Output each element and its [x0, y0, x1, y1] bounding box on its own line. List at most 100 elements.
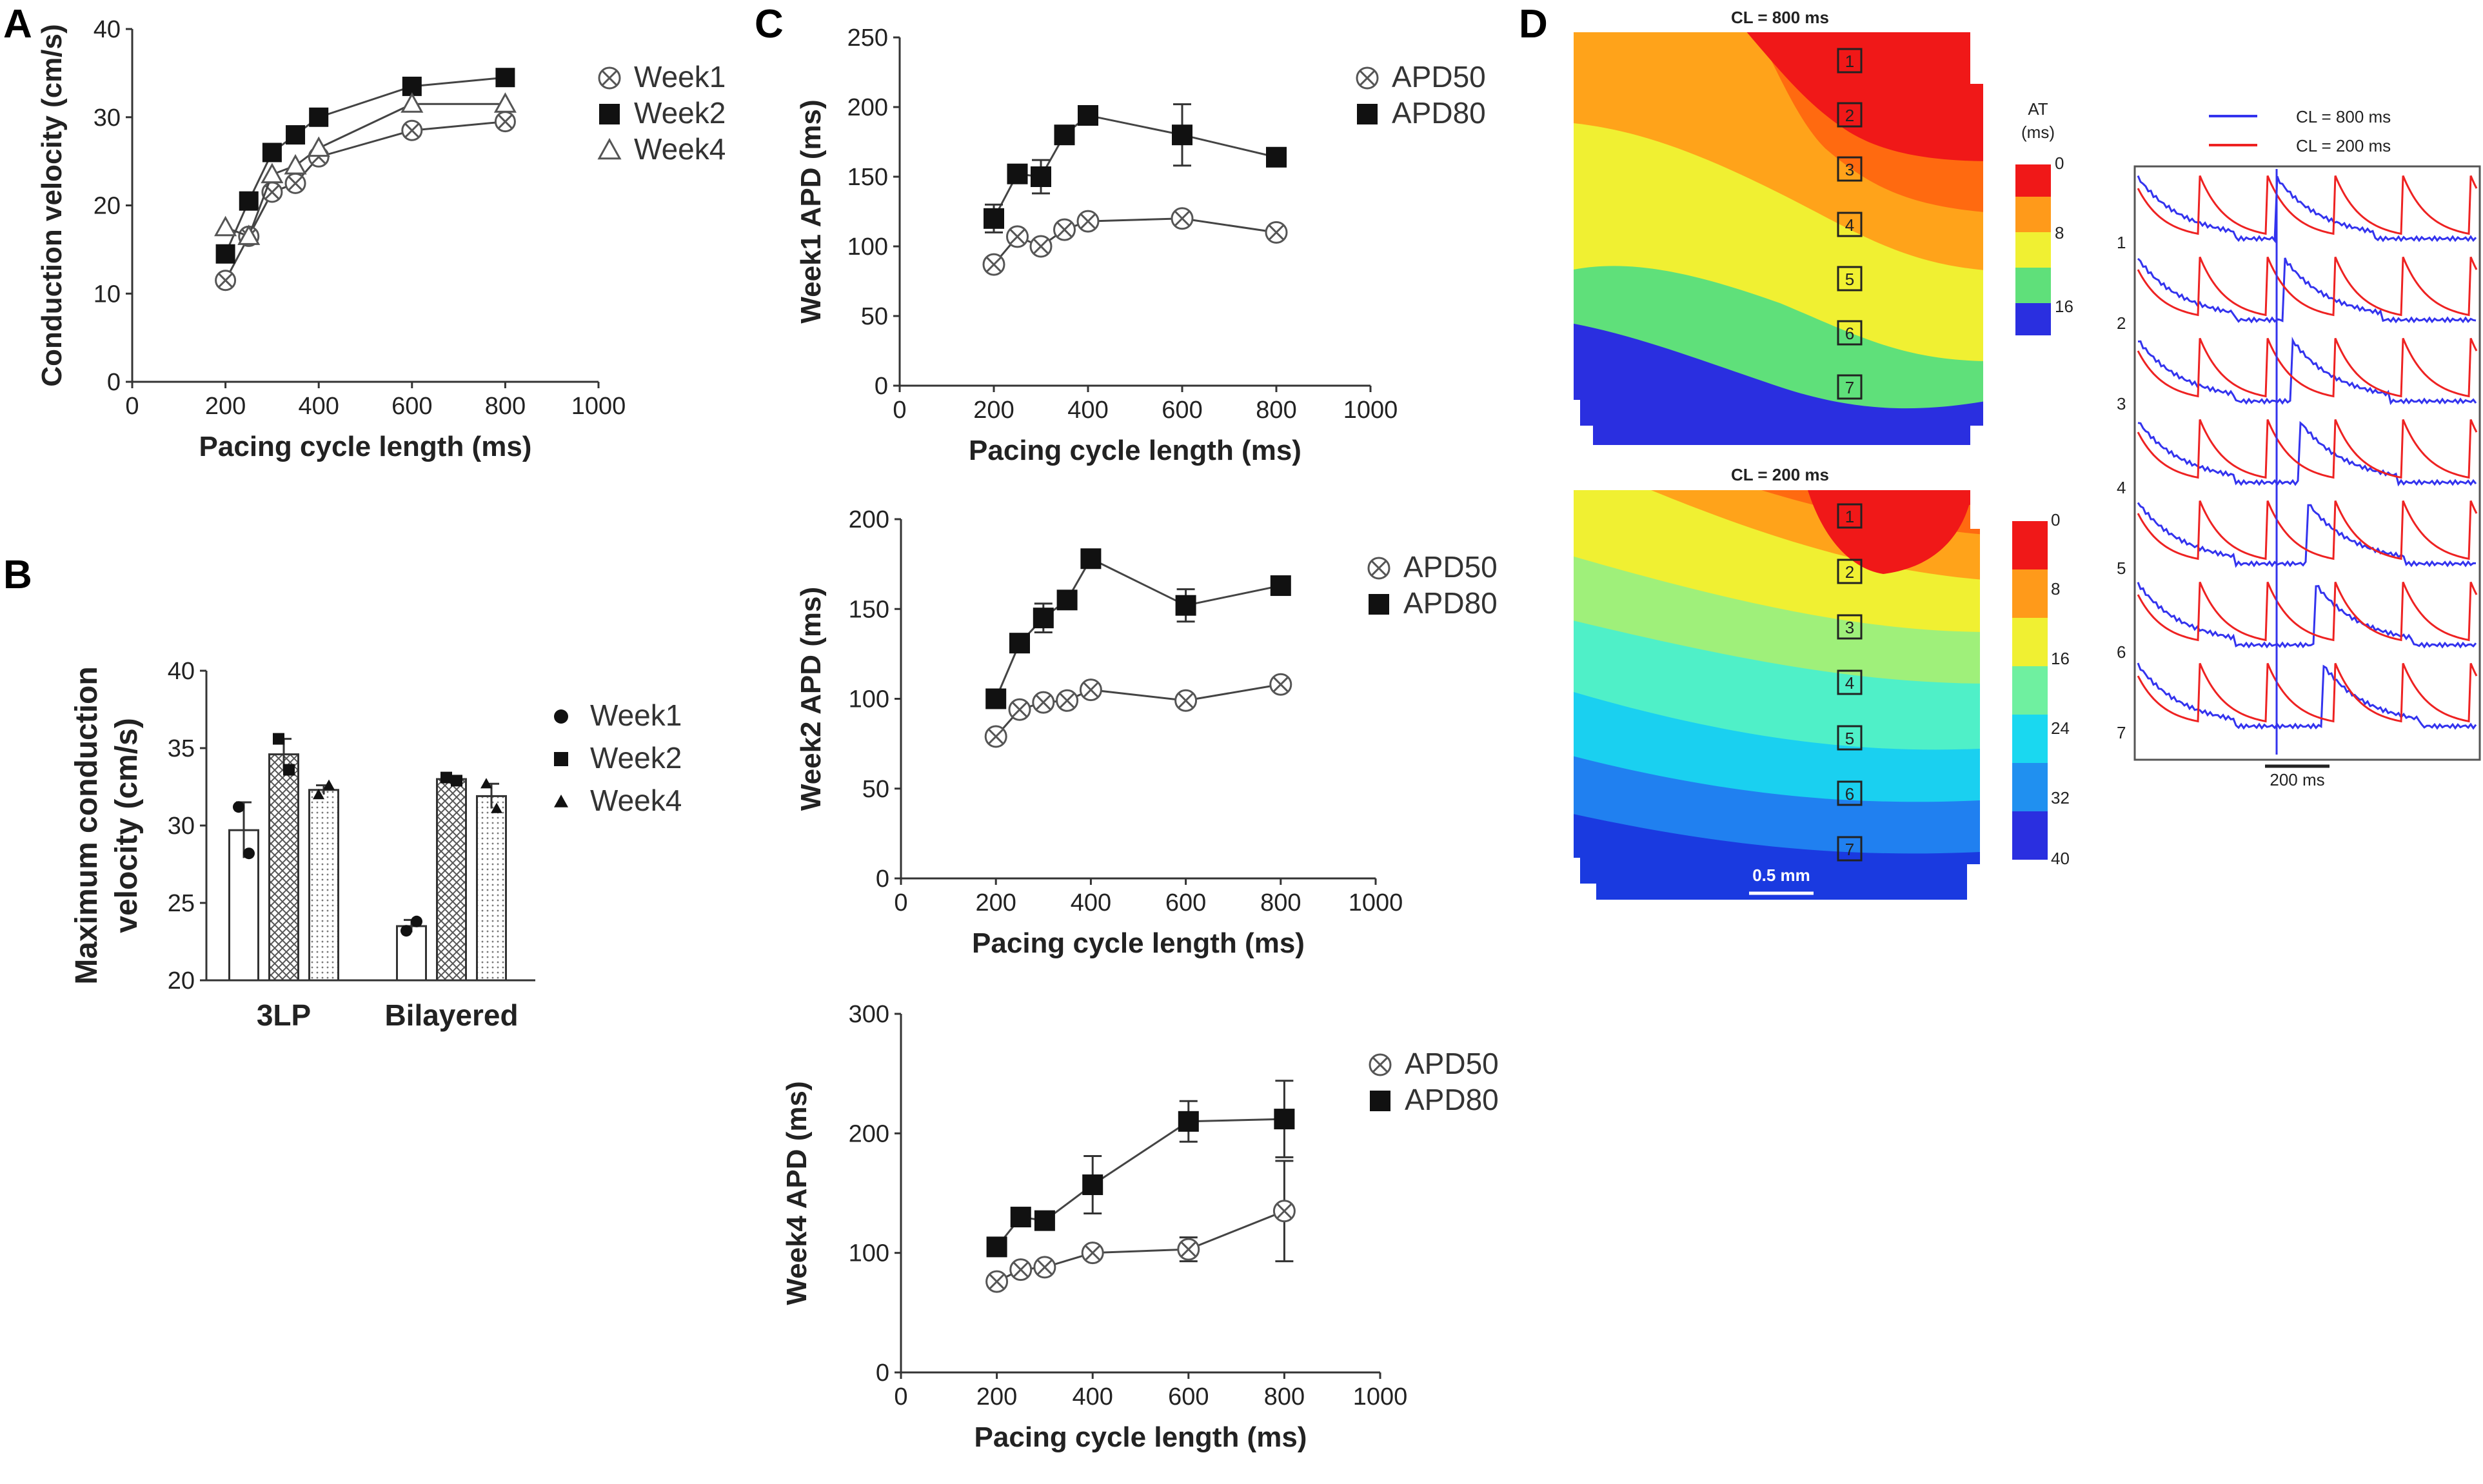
point-APD50-600	[1174, 689, 1198, 712]
point-APD80-350	[1056, 589, 1078, 611]
point-APD80-400	[1082, 1174, 1103, 1196]
map-200-site-4: 4	[1845, 673, 1854, 693]
panel-letter-c: C	[755, 2, 784, 46]
trace-row-label-1: 1	[2117, 233, 2126, 252]
map-200-site-2: 2	[1845, 562, 1854, 582]
point-APD50-350-slash2	[1059, 693, 1075, 709]
point-Week4-350	[284, 153, 307, 175]
panel-letter-d: D	[1519, 2, 1548, 46]
y-tick-label: 50	[862, 776, 889, 803]
y-axis-title-line1: Maximum conduction	[70, 666, 104, 984]
datapoint-Week2-Bilayered	[440, 771, 452, 784]
y-tick-label: 0	[876, 1360, 889, 1387]
bar-Week2-Bilayered	[436, 778, 467, 982]
point-APD50-350	[1056, 689, 1079, 712]
chart-a-conduction-velocity: 0 200 400 600 800 1000 0 10 20 30 40 Pacing cycle l…	[36, 16, 726, 462]
point-APD50-400	[1076, 210, 1100, 233]
point-APD50-800	[1265, 221, 1288, 244]
trace-row-label-5: 5	[2117, 559, 2126, 578]
legend-marker-APD80	[1357, 104, 1378, 124]
point-APD50-400-slash2	[1080, 213, 1096, 230]
point-APD50-200-slash2	[989, 1273, 1005, 1290]
legend-label-Week1: Week1	[634, 60, 726, 94]
traces-scalebar-label: 200 ms	[2270, 770, 2324, 789]
y-axis-title: Week4 APD (ms)	[781, 1081, 813, 1305]
x-tick-label: 800	[1260, 889, 1301, 916]
legend-label-APD50: APD50	[1392, 60, 1486, 94]
x-tick-label: 0	[893, 397, 906, 424]
y-tick-label: 30	[94, 104, 121, 132]
point-Week4-400	[307, 136, 330, 157]
map-800-site-boxes: 1 2 3 4 5 6 7	[1837, 48, 1863, 400]
point-APD50-350	[1053, 218, 1076, 241]
x-tick-label: 600	[1162, 397, 1202, 424]
map-800-colorbar-tick-0: 0	[2055, 153, 2064, 173]
trace-800-row-5	[2137, 502, 2477, 568]
x-tick-label: 400	[1072, 1383, 1113, 1410]
x-tick-label: 400	[1067, 397, 1108, 424]
y-tick-label: 30	[168, 813, 195, 840]
category-label-3LP: 3LP	[257, 998, 311, 1032]
point-APD50-200	[982, 253, 1005, 276]
point-APD80-200	[984, 208, 1004, 229]
trace-row-label-6: 6	[2117, 642, 2126, 662]
map-800-colorbar: AT (ms) 0 8 16	[2015, 99, 2073, 335]
point-Week2-200	[215, 244, 235, 264]
series-line-APD80	[994, 557, 1281, 700]
map-200-site-3: 3	[1845, 618, 1854, 637]
datapoint-Week1-3LP	[233, 801, 244, 813]
x-tick-label: 600	[391, 393, 432, 420]
y-axis-title: Conduction velocity (cm/s)	[36, 24, 68, 386]
point-APD50-800-slash2	[1272, 676, 1289, 693]
point-APD50-250-slash2	[1013, 1261, 1029, 1278]
map-800-site-2: 2	[1845, 106, 1854, 125]
map-800-site-3: 3	[1845, 160, 1854, 179]
point-APD50-250	[1006, 225, 1029, 248]
map-200-site-6: 6	[1845, 784, 1854, 804]
y-tick-label: 35	[168, 735, 195, 762]
point-APD80-600	[1172, 124, 1192, 146]
point-APD50-250	[1009, 1258, 1033, 1281]
legend-label-APD50: APD50	[1403, 550, 1498, 584]
point-Week2-800	[495, 68, 515, 88]
point-APD50-300	[1032, 691, 1055, 714]
legend-marker-Week1	[554, 709, 568, 724]
point-Week1-200-slash2	[218, 273, 233, 288]
map-200-colorbar-tick-8: 8	[2051, 579, 2060, 599]
point-APD80-800	[1266, 146, 1287, 168]
y-tick-label: 25	[168, 890, 195, 917]
point-APD50-200-slash2	[987, 728, 1004, 745]
y-axis-title-line2: velocity (cm/s)	[110, 718, 144, 933]
point-APD80-200	[985, 688, 1007, 709]
y-axis-title: Week2 APD (ms)	[795, 587, 827, 811]
x-tick-label: 800	[485, 393, 526, 420]
map-800-site-7: 7	[1845, 378, 1854, 397]
trace-200-row-7	[2137, 662, 2478, 723]
y-tick-label: 200	[849, 1120, 889, 1147]
trace-200-row-3	[2137, 337, 2478, 398]
y-tick-label: 40	[168, 658, 195, 685]
point-APD50-600-slash2	[1178, 693, 1194, 709]
point-APD50-800-slash2	[1268, 224, 1285, 241]
legend-marker-APD50-slash2	[1359, 70, 1376, 86]
point-APD80-250	[1007, 163, 1028, 184]
x-tick-label: 1000	[1349, 889, 1403, 916]
point-APD80-800	[1270, 575, 1291, 597]
point-Week4-200	[214, 215, 237, 237]
legend-label-APD80: APD80	[1405, 1083, 1499, 1116]
datapoint-Week2-3LP	[273, 733, 284, 745]
x-axis-title: Pacing cycle length (ms)	[199, 431, 532, 462]
legend-marker-Week2	[554, 752, 568, 766]
point-APD50-400	[1079, 678, 1102, 702]
point-APD50-300	[1029, 235, 1053, 258]
point-Week1-200	[215, 270, 237, 292]
datapoint-Week4-Bilayered	[491, 802, 502, 813]
chart-c-week1-apd: 0 200 400 600 800 1000 0 50 100 150 200 250 Pacing c…	[795, 25, 1486, 466]
point-Week1-800	[494, 111, 516, 133]
y-tick-label: 250	[847, 25, 888, 52]
traces-legend-800: CL = 800 ms	[2296, 107, 2391, 126]
point-Week2-400	[309, 107, 329, 127]
point-Week2-350	[286, 125, 306, 145]
datapoint-Week1-Bilayered	[411, 915, 422, 927]
x-tick-label: 0	[125, 393, 139, 420]
